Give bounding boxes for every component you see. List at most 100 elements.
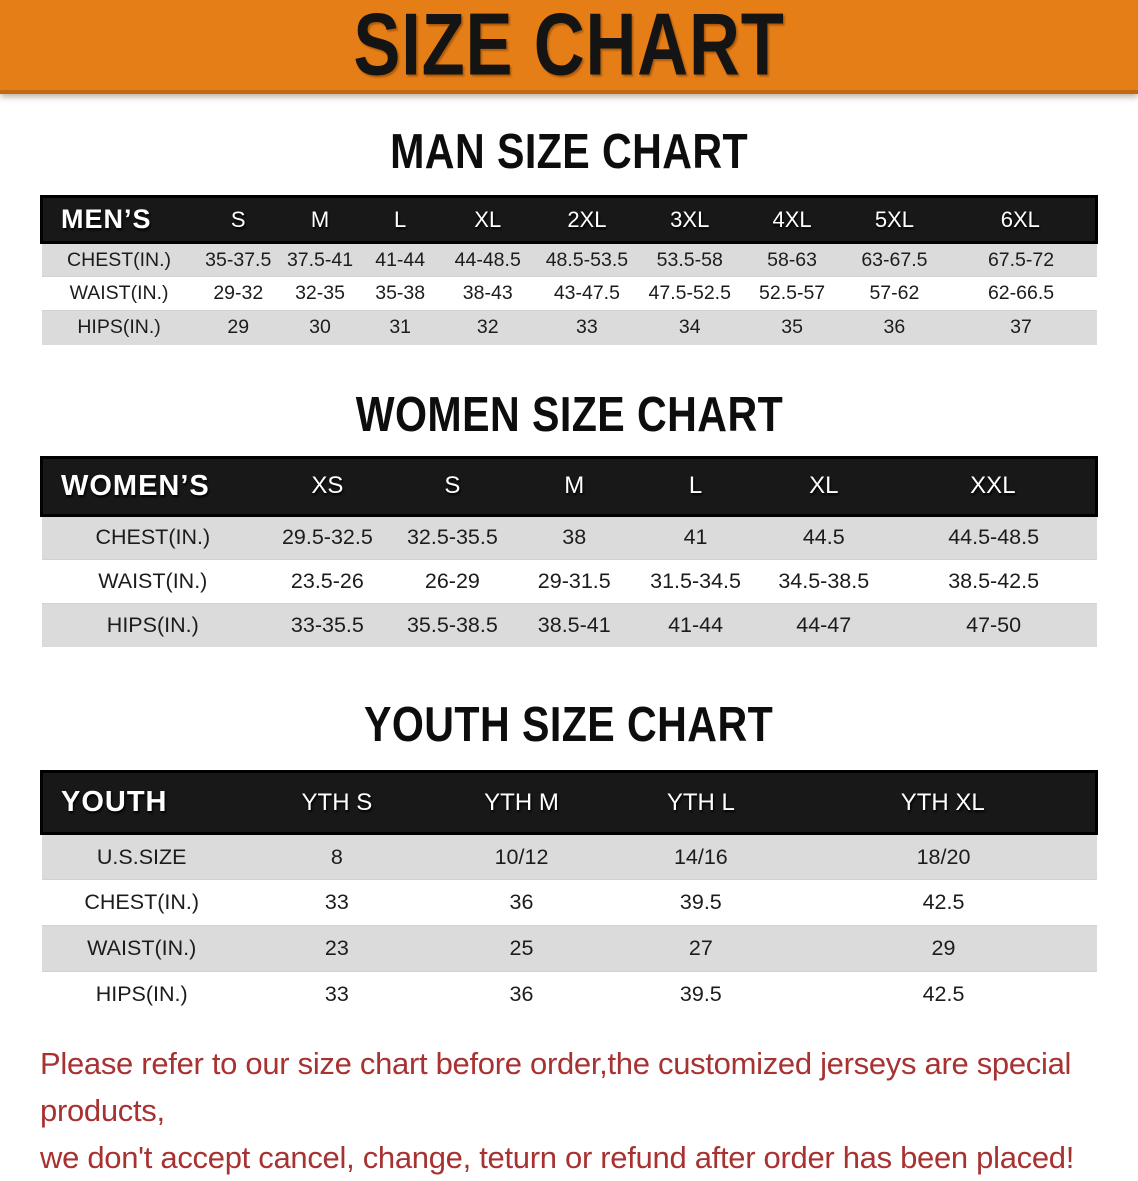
size-column-header: XXL <box>890 455 1098 517</box>
row-label: CHEST(IN.) <box>67 248 172 271</box>
cell: 57-62 <box>869 282 920 304</box>
size-column-header: YTH M <box>431 770 612 835</box>
cell: 41-44 <box>375 248 426 271</box>
cell: 48.5-53.5 <box>545 248 629 271</box>
cell: 31 <box>389 316 412 339</box>
cell: 38.5-42.5 <box>948 568 1040 593</box>
cell: 44.5 <box>802 525 845 549</box>
cell: 38 <box>562 525 587 549</box>
table-row: U.S.SIZE 8 10/12 14/16 18/20 <box>41 833 1097 880</box>
cell: 29-31.5 <box>537 568 611 593</box>
cell: 53.5-58 <box>656 248 723 271</box>
cell: 58-63 <box>767 248 817 271</box>
size-column-header: M <box>279 195 361 244</box>
size-column-header: 2XL <box>535 195 639 244</box>
row-label: WAIST(IN.) <box>69 282 169 304</box>
row-label: WAIST(IN.) <box>87 936 197 960</box>
cell: 29 <box>227 316 250 339</box>
size-column-header: 4XL <box>740 195 844 244</box>
cell: 47-50 <box>966 612 1022 637</box>
cell: 42.5 <box>922 982 965 1007</box>
cell: 32 <box>476 316 499 339</box>
cell: 35.5-38.5 <box>406 612 498 637</box>
size-column-header: 6XL <box>945 195 1098 244</box>
size-column-header: YTH XL <box>790 770 1098 835</box>
cell: 34 <box>678 316 701 339</box>
men-header-label: MEN’S <box>39 195 197 244</box>
row-label: WAIST(IN.) <box>98 568 208 593</box>
size-column-header: L <box>360 195 441 244</box>
cell: 25 <box>509 936 534 960</box>
cell: 8 <box>330 844 343 869</box>
table-row: CHEST(IN.) 35-37.5 37.5-41 41-44 44-48.5… <box>41 242 1097 277</box>
men-size-table: MEN’S S M L XL 2XL 3XL 4XL 5XL 6XL CHEST… <box>39 195 1098 345</box>
table-row: HIPS(IN.) 29 30 31 32 33 34 35 36 37 <box>41 310 1097 345</box>
table-row: WAIST(IN.) 23.5-26 26-29 29-31.5 31.5-34… <box>41 559 1097 603</box>
cell: 67.5-72 <box>987 248 1055 271</box>
size-column-header: M <box>514 455 635 517</box>
women-header-row: WOMEN’S XS S M L XL XXL <box>40 455 1098 517</box>
youth-size-table: YOUTH YTH S YTH M YTH L YTH XL U.S.SIZE … <box>39 770 1098 1018</box>
table-row: CHEST(IN.) 33 36 39.5 42.5 <box>41 879 1097 926</box>
table-row: HIPS(IN.) 33 36 39.5 42.5 <box>41 971 1097 1018</box>
cell: 34.5-38.5 <box>778 568 870 593</box>
youth-header-label: YOUTH <box>39 770 242 835</box>
cell: 29 <box>931 936 956 960</box>
row-label: HIPS(IN.) <box>95 982 188 1007</box>
cell: 32-35 <box>295 282 345 304</box>
cell: 35-37.5 <box>205 248 272 271</box>
cell: 33 <box>576 316 598 339</box>
disclaimer-line-1: Please refer to our size chart before or… <box>40 1045 1072 1128</box>
cell: 36 <box>883 316 906 339</box>
size-column-header: XL <box>440 195 536 244</box>
cell: 29.5-32.5 <box>281 525 373 549</box>
size-column-header: 3XL <box>638 195 741 244</box>
disclaimer-text: Please refer to our size chart before or… <box>40 1040 1118 1181</box>
cell: 23.5-26 <box>290 568 364 593</box>
size-column-header: L <box>634 455 757 517</box>
table-row: HIPS(IN.) 33-35.5 35.5-38.5 38.5-41 41-4… <box>41 603 1097 647</box>
size-column-header: YTH L <box>611 770 791 835</box>
table-row: WAIST(IN.) 29-32 32-35 35-38 38-43 43-47… <box>41 276 1097 311</box>
row-label: HIPS(IN.) <box>77 316 161 339</box>
cell: 42.5 <box>922 890 965 914</box>
cell: 14/16 <box>673 844 728 869</box>
row-label: HIPS(IN.) <box>106 612 199 637</box>
cell: 27 <box>688 936 713 960</box>
row-label: CHEST(IN.) <box>95 525 211 549</box>
cell: 41 <box>683 525 708 549</box>
youth-section-title: YOUTH SIZE CHART <box>364 698 774 752</box>
cell: 10/12 <box>494 844 549 869</box>
cell: 33-35.5 <box>290 612 364 637</box>
women-section-title: WOMEN SIZE CHART <box>355 387 783 442</box>
cell: 38-43 <box>462 282 513 304</box>
cell: 47.5-52.5 <box>648 282 731 304</box>
size-column-header: XL <box>756 455 891 517</box>
size-column-header: XS <box>264 455 391 517</box>
men-header-row: MEN’S S M L XL 2XL 3XL 4XL 5XL 6XL <box>39 195 1098 244</box>
table-row: CHEST(IN.) 29.5-32.5 32.5-35.5 38 41 44.… <box>41 515 1097 559</box>
size-column-header: S <box>196 195 280 244</box>
cell: 36 <box>509 890 534 914</box>
row-label: U.S.SIZE <box>96 844 187 869</box>
cell: 43-47.5 <box>553 282 620 304</box>
size-chart-banner: SIZE CHART <box>0 0 1138 94</box>
cell: 33 <box>324 890 349 914</box>
cell: 26-29 <box>424 568 480 593</box>
row-label: CHEST(IN.) <box>84 890 200 914</box>
cell: 52.5-57 <box>759 282 826 304</box>
cell: 37.5-41 <box>286 248 354 271</box>
cell: 39.5 <box>679 982 722 1007</box>
size-column-header: 5XL <box>843 195 946 244</box>
cell: 33 <box>324 982 349 1007</box>
cell: 36 <box>509 982 534 1007</box>
cell: 62-66.5 <box>987 282 1055 304</box>
cell: 35 <box>781 316 803 339</box>
cell: 38.5-41 <box>537 612 611 637</box>
cell: 63-67.5 <box>861 248 928 271</box>
cell: 29-32 <box>213 282 264 304</box>
cell: 44-47 <box>796 612 852 637</box>
cell: 35-38 <box>375 282 426 304</box>
cell: 18/20 <box>916 844 971 869</box>
women-header-label: WOMEN’S <box>40 455 265 517</box>
